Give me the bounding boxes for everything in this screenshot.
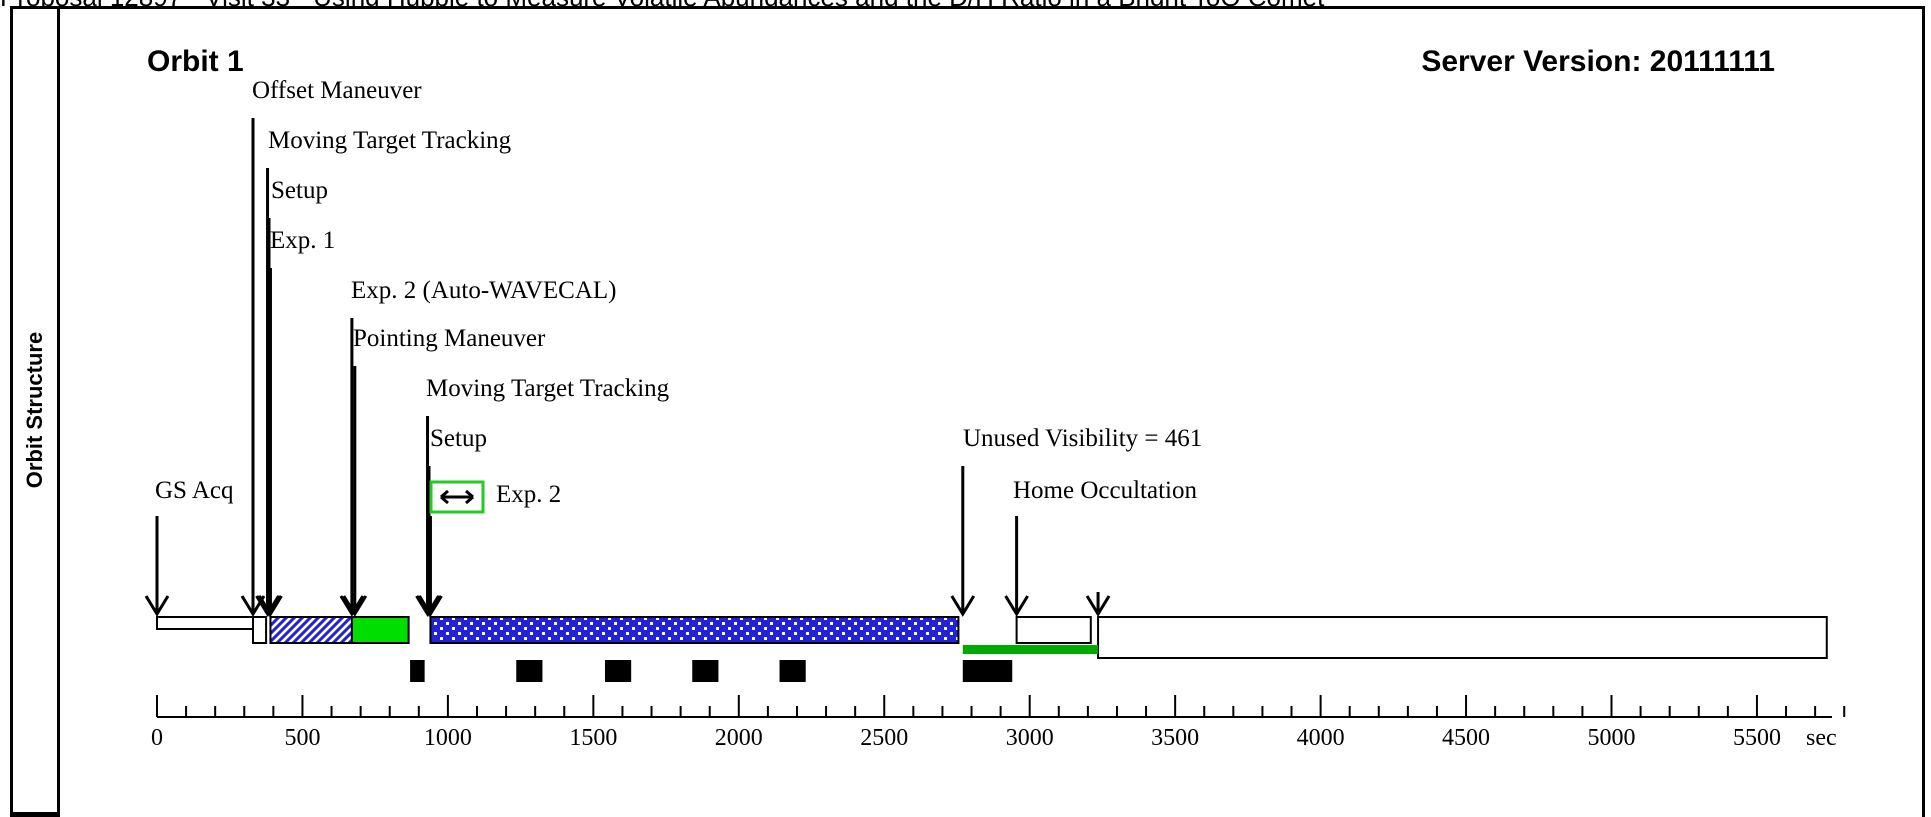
double-arrow-icon <box>440 489 474 505</box>
down-arrow-icon <box>342 595 368 617</box>
segment-occultation <box>1097 616 1828 659</box>
data-block <box>779 660 806 682</box>
data-block <box>962 660 1013 682</box>
tick-label: 3500 <box>1151 725 1199 751</box>
segment-exposure-1 <box>269 616 353 644</box>
event-label: Pointing Maneuver <box>353 325 546 352</box>
tick-label: 5500 <box>1733 725 1781 751</box>
segment-auto-wavecal <box>350 616 410 644</box>
proposal-caption: Proposal 12897 - Visit 33 - Using Hubble… <box>0 0 1931 8</box>
data-block <box>692 660 719 682</box>
event-marker: Home Occultation <box>1004 477 1197 617</box>
tick-label: 4500 <box>1442 725 1490 751</box>
segment-home-occultation <box>1015 616 1092 644</box>
event-marker: Exp. 2 (Auto-WAVECAL) <box>339 277 616 617</box>
orbit-title: Orbit 1 <box>147 45 244 78</box>
event-label: Setup <box>430 425 487 452</box>
tick-label: 0 <box>151 725 163 751</box>
event-marker: Moving Target Tracking <box>415 375 670 617</box>
event-marker <box>418 516 443 617</box>
tick-label: 5000 <box>1588 725 1636 751</box>
exposure-2-legend: Exp. 2 <box>429 480 561 514</box>
side-column-tab <box>10 812 60 817</box>
event-label: Offset Maneuver <box>252 77 422 104</box>
tick-label: 4000 <box>1297 725 1345 751</box>
tick-label: 1500 <box>569 725 617 751</box>
event-label: Moving Target Tracking <box>268 127 512 154</box>
event-marker: Pointing Maneuver <box>342 325 546 617</box>
event-marker: Unused Visibility = 461 <box>950 425 1202 617</box>
event-label: Home Occultation <box>1013 477 1197 504</box>
data-block <box>410 660 425 682</box>
unused-visibility-bar <box>962 645 1099 654</box>
exposure-2-legend-label: Exp. 2 <box>496 481 561 508</box>
down-arrow-icon <box>950 595 976 617</box>
event-label: Exp. 1 <box>270 227 335 254</box>
event-label: Exp. 2 (Auto-WAVECAL) <box>351 277 616 304</box>
segment-offset-maneuver <box>251 616 268 644</box>
server-version: Server Version: 20111111 <box>1421 45 1775 78</box>
tick-label: 500 <box>284 725 320 751</box>
segment-exposure-2 <box>429 616 960 644</box>
event-label: Unused Visibility = 461 <box>963 425 1202 452</box>
segment-gs-acq <box>156 616 254 630</box>
event-label: Setup <box>271 177 328 204</box>
down-arrow-icon <box>258 595 283 617</box>
down-arrow-icon <box>1085 595 1111 617</box>
down-arrow-icon <box>1004 595 1029 617</box>
down-arrow-icon <box>418 595 443 617</box>
down-arrow-icon <box>144 595 170 617</box>
data-block <box>604 660 632 682</box>
data-block <box>516 660 543 682</box>
tick-label: 2500 <box>860 725 908 751</box>
tick-label: 1000 <box>424 725 472 751</box>
axis-unit-label: sec <box>1806 725 1837 751</box>
event-marker: Exp. 1 <box>258 227 335 617</box>
down-arrow-icon <box>339 595 365 617</box>
side-column <box>10 6 60 817</box>
event-marker: Offset Maneuver <box>240 77 422 617</box>
tick-label: 3000 <box>1006 725 1054 751</box>
event-label: GS Acq <box>155 477 234 504</box>
event-marker <box>1085 592 1111 617</box>
tick-label: 2000 <box>715 725 763 751</box>
event-marker: GS Acq <box>144 477 234 617</box>
orbit-frame <box>10 6 1925 817</box>
event-label: Moving Target Tracking <box>426 375 670 402</box>
